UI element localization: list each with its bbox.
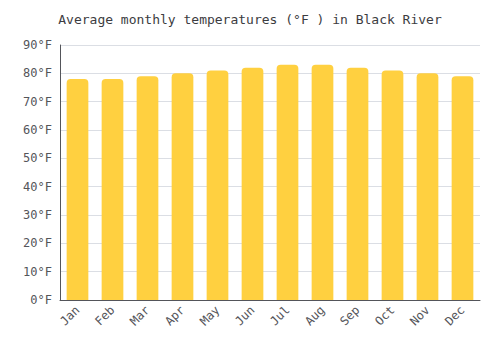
svg-text:80°F: 80°F xyxy=(23,66,52,80)
svg-text:Feb: Feb xyxy=(92,303,117,328)
svg-text:0°F: 0°F xyxy=(30,293,52,307)
svg-text:Dec: Dec xyxy=(442,303,467,328)
svg-text:50°F: 50°F xyxy=(23,151,52,165)
svg-text:Apr: Apr xyxy=(162,303,187,328)
svg-text:20°F: 20°F xyxy=(23,236,52,250)
svg-text:Jun: Jun xyxy=(232,303,257,328)
svg-text:30°F: 30°F xyxy=(23,208,52,222)
svg-text:May: May xyxy=(197,303,222,328)
svg-text:Average monthly temperatures (: Average monthly temperatures (°F ) in Bl… xyxy=(58,12,442,27)
svg-text:40°F: 40°F xyxy=(23,180,52,194)
svg-text:Oct: Oct xyxy=(372,303,397,328)
svg-text:Nov: Nov xyxy=(407,303,432,328)
svg-text:Mar: Mar xyxy=(127,303,152,328)
svg-text:Jan: Jan xyxy=(57,303,82,328)
svg-text:Aug: Aug xyxy=(302,303,327,328)
svg-text:Sep: Sep xyxy=(337,303,362,328)
svg-text:90°F: 90°F xyxy=(23,38,52,52)
svg-text:60°F: 60°F xyxy=(23,123,52,137)
svg-text:Jul: Jul xyxy=(267,303,292,328)
svg-text:70°F: 70°F xyxy=(23,95,52,109)
svg-text:10°F: 10°F xyxy=(23,265,52,279)
